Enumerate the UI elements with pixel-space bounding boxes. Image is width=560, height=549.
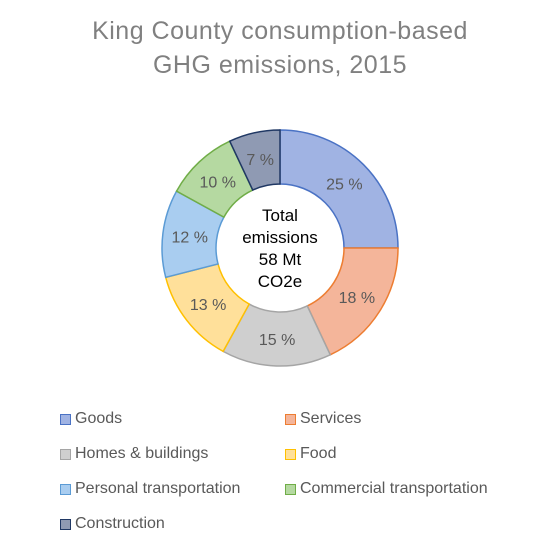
donut-chart: 25 % 18 % 15 % 13 % 12 % 10 % 7 % Total emission… xyxy=(161,129,399,367)
center-label-line-0: Total xyxy=(262,206,298,225)
legend-label-6: Construction xyxy=(75,515,165,532)
legend-swatch-1 xyxy=(285,413,296,425)
legend-label-1: Services xyxy=(300,410,362,427)
legend-item-4: Personal transportation xyxy=(60,480,240,498)
legend-swatch-5 xyxy=(285,483,296,495)
legend-item-0: Goods xyxy=(60,410,122,428)
legend-item-2: Homes & buildings xyxy=(60,445,208,463)
legend-item-5: Commercial transportation xyxy=(285,480,488,498)
legend-swatch-2 xyxy=(60,448,71,460)
slice-label-4: 12 % xyxy=(171,230,207,247)
center-label-line-1: emissions xyxy=(242,228,318,247)
donut-slice-0 xyxy=(279,129,399,249)
chart-title-line-1: King County consumption-based xyxy=(92,17,468,45)
slice-label-2: 15 % xyxy=(259,332,295,349)
legend-swatch-0 xyxy=(60,413,71,425)
legend-swatch-6 xyxy=(60,518,71,530)
legend-label-5: Commercial transportation xyxy=(300,480,488,497)
legend-label-2: Homes & buildings xyxy=(75,445,209,462)
legend-label-3: Food xyxy=(300,445,337,462)
legend-item-1: Services xyxy=(285,410,361,428)
donut-slice-6 xyxy=(228,129,281,192)
center-label-line-2: 58 Mt xyxy=(259,250,302,269)
center-label-line-3: CO2e xyxy=(258,272,302,291)
slice-label-0: 25 % xyxy=(326,177,362,194)
legend-item-3: Food xyxy=(285,445,336,463)
legend-label-4: Personal transportation xyxy=(75,480,241,497)
legend-swatch-3 xyxy=(285,448,296,460)
legend-swatch-4 xyxy=(60,483,71,495)
slice-label-5: 10 % xyxy=(199,175,235,192)
legend-label-0: Goods xyxy=(75,410,123,427)
chart-title-line-2: GHG emissions, 2015 xyxy=(152,51,408,79)
slice-label-6: 7 % xyxy=(246,152,274,169)
chart-title: King County consumption-based GHG emissi… xyxy=(0,14,560,82)
legend-item-6: Construction xyxy=(60,515,165,533)
slice-label-3: 13 % xyxy=(190,297,226,314)
slice-label-1: 18 % xyxy=(339,290,375,307)
